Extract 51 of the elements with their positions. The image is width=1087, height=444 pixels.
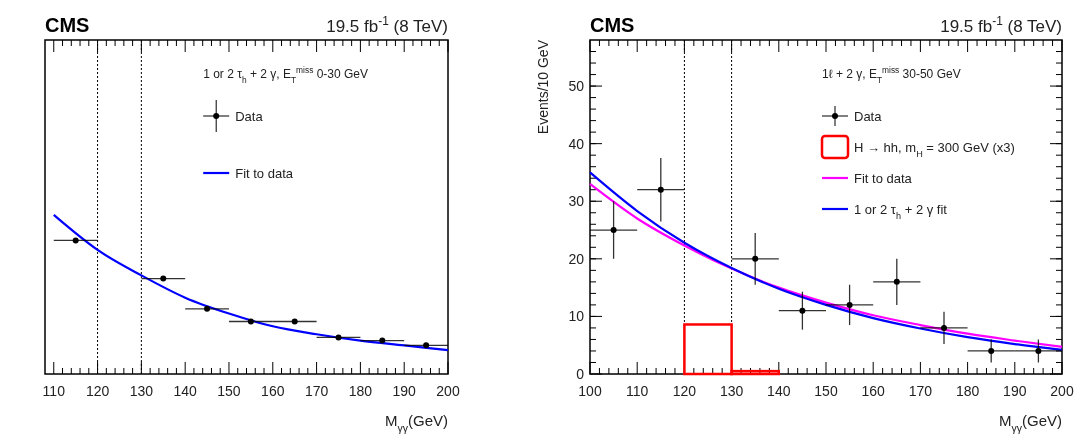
chart-subtitle: 19.5 fb$^{-1}$ (8 TeV)	[326, 14, 448, 36]
chart-title: CMS	[45, 14, 90, 36]
x-tick-label: 130	[719, 383, 744, 399]
y-tick-label: 20	[568, 250, 585, 267]
legend-label: Fit to data	[854, 171, 913, 186]
x-tick-label: 110	[626, 383, 649, 399]
x-tick-label: 190	[1003, 383, 1027, 399]
x-tick-label: 120	[85, 383, 110, 399]
point	[752, 255, 759, 262]
y-tick-label: 40	[568, 135, 585, 152]
x-tick-label: 180	[955, 383, 980, 399]
y-tick-label: 50	[568, 78, 585, 95]
x-tick-label: 100	[578, 383, 602, 399]
legend-label: Fit to data	[235, 166, 294, 181]
point	[657, 186, 664, 193]
point	[1035, 347, 1042, 354]
y-tick-label: 10	[568, 308, 585, 325]
point	[610, 227, 617, 234]
x-tick-label: 160	[861, 383, 886, 399]
chart-subtitle: 19.5 fb$^{-1}$ (8 TeV)	[940, 14, 1062, 36]
legend-label: H → hh, m$_{H}$ = 300 GeV (x3)	[854, 140, 1015, 159]
y-tick-label: 30	[568, 193, 585, 210]
point	[941, 324, 947, 331]
chart-title: CMS	[590, 14, 635, 36]
x-tick-label: 190	[392, 383, 417, 399]
legend-label: Data	[235, 109, 264, 124]
x-tick-label: 180	[348, 383, 373, 399]
y-axis-title: Events/10 GeV	[535, 39, 551, 135]
legend-title: 1ℓ + 2 γ, E$_{T}$$^{miss}$ 30-50 GeV	[822, 65, 961, 85]
point	[893, 278, 900, 285]
legend-label: Data	[854, 109, 883, 124]
x-tick-label: 130	[129, 383, 154, 399]
x-tick-label: 150	[814, 383, 838, 399]
point	[988, 347, 995, 354]
x-tick-label: 140	[173, 383, 198, 399]
point	[846, 301, 853, 308]
x-axis-title: M$_{γγ}$(GeV)	[998, 412, 1062, 434]
legend-title: 1 or 2 τ$_{h}$ + 2 γ, E$_{T}$$^{miss}$ 0-30 GeV	[203, 65, 369, 85]
point	[799, 307, 806, 314]
x-tick-label: 170	[304, 383, 329, 399]
x-tick-label: 160	[261, 383, 285, 399]
x-axis-title: M$_{γγ}$(GeV)	[384, 412, 448, 434]
y-tick-label: 0	[576, 366, 585, 382]
x-tick-label: 200	[1050, 383, 1074, 399]
x-tick-label: 140	[767, 383, 791, 399]
legend-label: 1 or 2 τ$_{h}$ + 2 γ fit	[854, 202, 948, 221]
x-tick-label: 170	[908, 383, 933, 399]
x-tick-label: 150	[217, 383, 241, 399]
x-tick-label: 120	[672, 383, 697, 399]
x-tick-label: 110	[42, 383, 66, 399]
x-tick-label: 200	[436, 383, 460, 399]
